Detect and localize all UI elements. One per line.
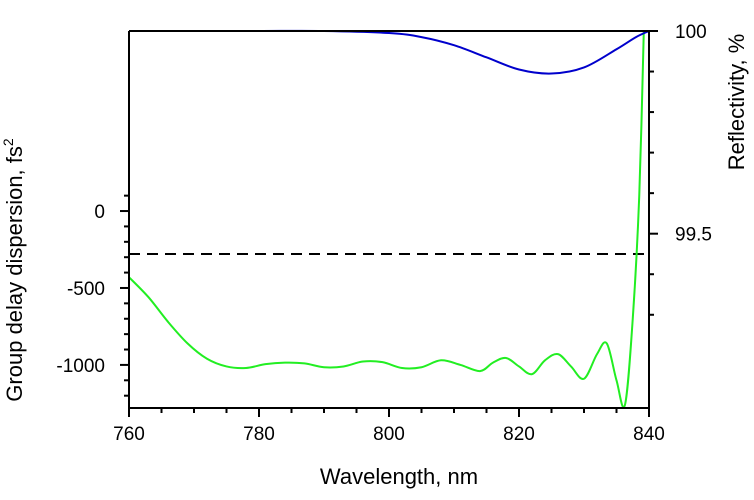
y-left-tick-label: -1000 xyxy=(56,356,105,377)
y-left-axis-label-superscript: 2 xyxy=(0,138,16,146)
y-left-tick-label: -500 xyxy=(67,279,105,300)
x-tick-label: 820 xyxy=(503,424,535,445)
y-left-axis-label-text: Group delay dispersion, fs xyxy=(2,146,27,402)
x-tick-label: 760 xyxy=(113,424,145,445)
y-right-tick-label: 99.5 xyxy=(675,225,712,246)
x-tick-label: 800 xyxy=(373,424,405,445)
y-right-tick-label: 100 xyxy=(675,22,707,43)
y-left-axis-label: Group delay dispersion, fs2 xyxy=(0,138,27,402)
x-tick-label: 780 xyxy=(243,424,275,445)
reflectivity-series-line xyxy=(129,29,649,75)
y-right-axis-label: Reflectivity, % xyxy=(724,34,749,171)
x-axis-label: Wavelength, nm xyxy=(320,464,478,489)
x-tick-label: 840 xyxy=(633,424,665,445)
y-left-tick-label: 0 xyxy=(94,202,105,223)
gdd-series-line xyxy=(129,30,645,409)
